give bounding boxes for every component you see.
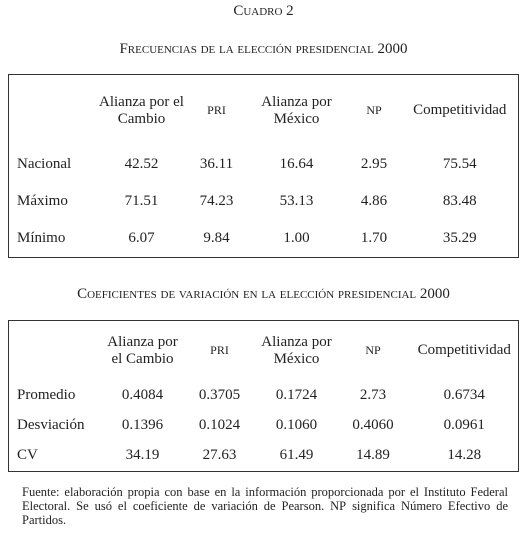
table-body: Alianza por el Cambio PRI Alianza por Méxi… — [9, 321, 519, 472]
cell: 4.86 — [360, 192, 388, 209]
row-label: CV — [17, 447, 38, 464]
row-label: Promedio — [17, 387, 76, 404]
footnote-text: significa Número Efectivo de Partidos. — [22, 499, 508, 527]
cell: 27.63 — [202, 447, 237, 464]
header-cell: NP — [365, 343, 381, 358]
cell: 0.6734 — [443, 387, 485, 404]
cell: 0.3705 — [198, 387, 241, 404]
cell: 1.70 — [360, 229, 388, 246]
cell: 61.49 — [279, 447, 314, 464]
header-cell — [9, 321, 104, 381]
cell: 0.1060 — [275, 417, 318, 434]
header-cell: Alianza por México — [261, 333, 332, 367]
header-row: Alianza por el Cambio PRI Alianza por Méxi… — [9, 321, 519, 381]
cell: 9.84 — [203, 229, 230, 246]
cell: 16.64 — [279, 156, 314, 173]
row: Máximo 71.51 74.23 53.13 4.86 83.48 — [9, 183, 519, 220]
table-title: Coeficientes de variación en la elección… — [77, 286, 450, 302]
table-title: Frecuencias de la elección presidencial … — [119, 41, 408, 57]
cell: 71.51 — [124, 192, 159, 209]
cell: 35.29 — [442, 229, 477, 246]
cell: 0.4060 — [352, 417, 394, 434]
header-cell: Competitividad — [413, 102, 507, 119]
cell: 0.0961 — [443, 417, 485, 434]
row-label: Desviación — [17, 417, 85, 434]
cell: 6.07 — [128, 229, 155, 246]
caption: Cuadro 2 — [233, 3, 294, 19]
header-cell: Competitividad — [417, 342, 511, 359]
header-row: Alianza por el Cambio PRI Alianza por Méxi… — [9, 75, 519, 147]
table: Alianza por el Cambio PRI Alianza por Méxi… — [8, 320, 519, 472]
cell: 2.73 — [359, 387, 387, 404]
cell: 83.48 — [442, 192, 477, 209]
header-cell: Alianza por el Cambio — [99, 93, 184, 127]
header-cell: PRI — [210, 343, 229, 358]
row-label: Mínimo — [17, 229, 66, 246]
row-label: Nacional — [17, 156, 72, 173]
cell: 0.1396 — [121, 417, 164, 434]
cell: 0.1024 — [198, 417, 241, 434]
cell: 53.13 — [279, 192, 314, 209]
cell: 0.4084 — [121, 387, 164, 404]
row-label: Máximo — [17, 192, 68, 209]
row: Mínimo 6.07 9.84 1.00 1.70 35.29 — [9, 220, 519, 258]
cell: 1.00 — [283, 229, 310, 246]
cell: 74.23 — [199, 192, 234, 209]
cell: 42.52 — [124, 156, 159, 173]
row: Desviación 0.1396 0.1024 0.1060 0.4060 0.0961 — [9, 411, 519, 441]
row: Nacional 42.52 36.11 16.64 2.95 75.54 — [9, 147, 519, 184]
cell: 36.11 — [199, 156, 234, 173]
cell: 14.89 — [356, 447, 390, 464]
footnote-text: NP — [330, 499, 347, 513]
header-cell: PRI — [207, 103, 226, 118]
table: Alianza por el Cambio PRI Alianza por Méxi… — [8, 74, 519, 258]
header-cell: Alianza por México — [261, 93, 332, 127]
header-cell — [9, 75, 97, 147]
footnote: Fuente: elaboración propia con base en l… — [22, 485, 508, 527]
cell: 34.19 — [125, 447, 160, 464]
cell: 2.95 — [360, 156, 388, 173]
cell: 14.28 — [447, 447, 482, 464]
row: Promedio 0.4084 0.3705 0.1724 2.73 0.6734 — [9, 381, 519, 411]
cell: 75.54 — [442, 156, 477, 173]
header-cell: Alianza por el Cambio — [107, 333, 178, 367]
footnote-text: Fuente: elaboración propia con base en l… — [22, 485, 508, 513]
header-cell: NP — [366, 103, 382, 118]
row: CV 34.19 27.63 61.49 14.89 14.28 — [9, 441, 519, 472]
table-body: Alianza por el Cambio PRI Alianza por Méxi… — [9, 75, 519, 258]
cell: 0.1724 — [275, 387, 318, 404]
